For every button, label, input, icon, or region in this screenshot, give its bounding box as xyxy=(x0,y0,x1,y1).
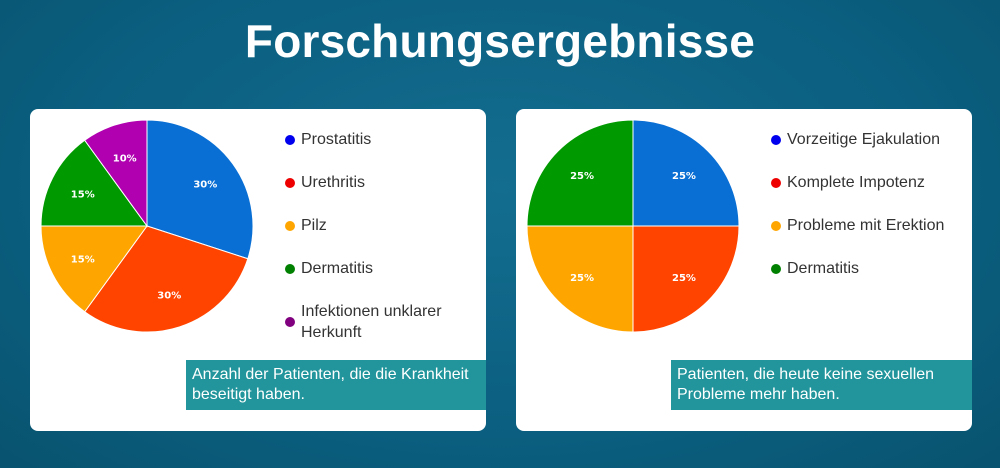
legend-dot-icon xyxy=(285,177,295,188)
pie-chart-disease-cleared: 30% 30% 15% 15% 10% xyxy=(40,119,254,333)
legend-item-vorzeitige-ejakulation[interactable]: Vorzeitige Ejakulation xyxy=(771,129,944,150)
pie-slice-label: 25% xyxy=(570,171,594,182)
chart-legend: Prostatitis Urethritis Pilz Dermatitis I… xyxy=(285,129,465,365)
legend-label: Pilz xyxy=(301,217,327,234)
pie-slice-dermatitis[interactable] xyxy=(40,139,148,227)
legend-dot-icon xyxy=(285,134,295,145)
pie-slice-label: 25% xyxy=(672,273,696,284)
legend-label: Prostatitis xyxy=(301,131,372,148)
legend-dot-icon xyxy=(771,134,781,145)
legend-dot-icon xyxy=(771,263,781,274)
legend-item-probleme-mit-erektion[interactable]: Probleme mit Erektion xyxy=(771,215,944,236)
pie-slice-label: 10% xyxy=(113,153,137,164)
legend-item-prostatitis[interactable]: Prostatitis xyxy=(285,129,465,150)
pie-slice-label: 30% xyxy=(157,291,181,302)
legend-label: Dermatitis xyxy=(301,260,374,277)
legend-dot-icon xyxy=(285,263,295,274)
legend-dot-icon xyxy=(285,317,295,327)
page-title: Forschungsergebnisse xyxy=(244,15,756,67)
chart-card-sexual-problems: 25% 25% 25% 25% Vorzeitige Ejakulation Komp… xyxy=(516,109,972,431)
legend-label: Infektionen unklarer Herkunft xyxy=(301,303,442,341)
pie-slices: 25% 25% 25% 25% xyxy=(526,119,740,333)
legend-dot-icon xyxy=(771,220,781,231)
chart-caption: Patienten, die heute keine sexuellen Pro… xyxy=(671,360,972,410)
pie-slice-label: 25% xyxy=(570,273,594,284)
pie-slice-urethritis[interactable] xyxy=(83,225,249,333)
legend-dot-icon xyxy=(771,177,781,188)
legend-label: Vorzeitige Ejakulation xyxy=(787,131,940,148)
legend-item-dermatitis[interactable]: Dermatitis xyxy=(285,258,465,279)
legend-item-infektionen[interactable]: Infektionen unklarer Herkunft xyxy=(285,301,465,343)
chart-card-disease-cleared: 30% 30% 15% 15% 10% Prostatitis Urethritis P… xyxy=(30,109,486,431)
legend-item-dermatitis[interactable]: Dermatitis xyxy=(771,258,944,279)
legend-item-urethritis[interactable]: Urethritis xyxy=(285,172,465,193)
pie-slices: 30% 30% 15% 15% 10% xyxy=(40,119,254,333)
pie-slice-vorzeitige-ejakulation[interactable] xyxy=(632,119,740,227)
chart-legend: Vorzeitige Ejakulation Komplete Impotenz… xyxy=(771,129,944,301)
legend-label: Urethritis xyxy=(301,174,366,191)
pie-slice-komplete-impotenz[interactable] xyxy=(632,225,740,333)
chart-caption: Anzahl der Patienten, die die Krankheit … xyxy=(186,360,486,410)
legend-item-pilz[interactable]: Pilz xyxy=(285,215,465,236)
pie-slice-infektionen-unklarer-herkunft[interactable] xyxy=(83,119,148,228)
legend-dot-icon xyxy=(285,220,295,231)
legend-label: Dermatitis xyxy=(787,260,860,277)
pie-slice-pilz[interactable] xyxy=(40,225,148,313)
legend-label: Probleme mit Erektion xyxy=(787,217,945,234)
pie-slice-label: 30% xyxy=(193,180,217,191)
pie-slice-dermatitis[interactable] xyxy=(526,119,634,227)
pie-slice-label: 25% xyxy=(672,171,696,182)
pie-slice-label: 15% xyxy=(71,189,95,200)
pie-slice-prostatitis[interactable] xyxy=(146,119,254,260)
legend-item-komplete-impotenz[interactable]: Komplete Impotenz xyxy=(771,172,944,193)
legend-label: Komplete Impotenz xyxy=(787,174,925,191)
pie-slice-label: 15% xyxy=(71,255,95,266)
pie-slice-probleme-mit-erektion[interactable] xyxy=(526,225,634,333)
pie-chart-sexual-problems: 25% 25% 25% 25% xyxy=(526,119,740,333)
